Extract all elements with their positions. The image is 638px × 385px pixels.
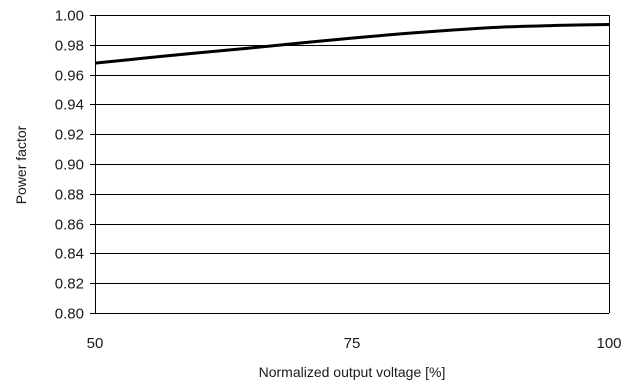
y-tick-label: 0.94 (55, 97, 84, 114)
y-tick-label: 0.98 (55, 38, 84, 55)
series-layer (94, 23, 610, 65)
x-axis-title: Normalized output voltage [%] (259, 364, 446, 380)
y-tick-label: 0.88 (55, 187, 84, 204)
x-tick-label: 100 (596, 335, 621, 352)
y-tick-label: 0.86 (55, 217, 84, 234)
y-tick-label: 0.80 (55, 306, 84, 323)
y-tick-label: 0.90 (55, 157, 84, 174)
y-tick-label: 0.96 (55, 68, 84, 85)
power-factor-series-line (94, 23, 610, 65)
y-tick-label: 1.00 (55, 8, 84, 25)
y-tick-labels: 0.80 0.82 0.84 0.86 0.88 0.90 0.92 0.94 0.96 0.98… (55, 8, 84, 323)
x-tick-label: 50 (87, 335, 104, 352)
y-axis-title: Power factor (13, 125, 29, 204)
y-tick-label: 0.82 (55, 276, 84, 293)
axes (90, 15, 610, 314)
x-tick-labels: 50 75 100 (87, 335, 622, 352)
x-tick-label: 75 (344, 335, 361, 352)
y-tick-label: 0.84 (55, 246, 84, 263)
grid-lines (95, 15, 609, 314)
y-tick-label: 0.92 (55, 127, 84, 144)
